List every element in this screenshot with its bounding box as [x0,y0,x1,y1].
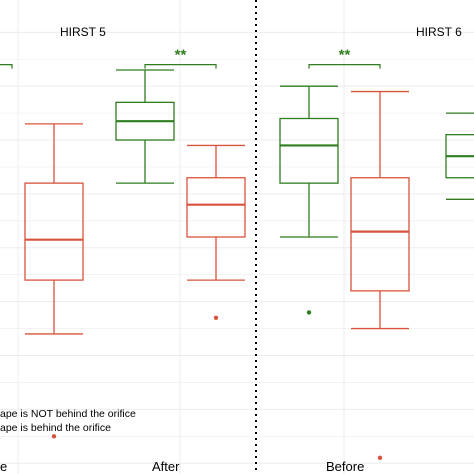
outlier-point [377,455,383,461]
significance-label: ** [339,47,351,64]
panel-title-hirst-5: HIRST 5 [60,25,106,39]
panel-title-hirst-6: HIRST 6 [416,25,462,39]
box-red-1-1 [350,90,410,461]
legend-label-behind: ape is behind the orifice [0,422,111,434]
significance-label: ** [175,47,187,64]
bracket-line [308,64,381,69]
box-red-0-2 [186,144,246,320]
significance-bracket-0: ** [144,47,217,69]
x-tick-label-panel1-after: After [152,459,180,474]
box-green-1-2 [445,112,474,200]
bracket-line [144,64,217,69]
significance-bracket-1: ** [308,47,381,69]
box-iqr [24,182,84,281]
x-tick-label-panel2-before: Before [326,459,364,474]
marks-layer: ** ** [0,47,474,461]
outlier-point [213,315,219,320]
box-green-0-1 [115,69,175,184]
box-iqr [186,177,246,238]
x-tick-label-panel1-before: e [0,459,7,474]
box-iqr [350,177,410,292]
outlier-point [306,310,312,315]
box-iqr [279,117,339,184]
box-red-0-0 [24,123,84,439]
outlier-point [51,434,57,439]
legend-label-not-behind: ape is NOT behind the orifice [0,408,136,420]
bracket-partial-left [0,64,13,69]
box-green-1-0 [279,85,339,315]
